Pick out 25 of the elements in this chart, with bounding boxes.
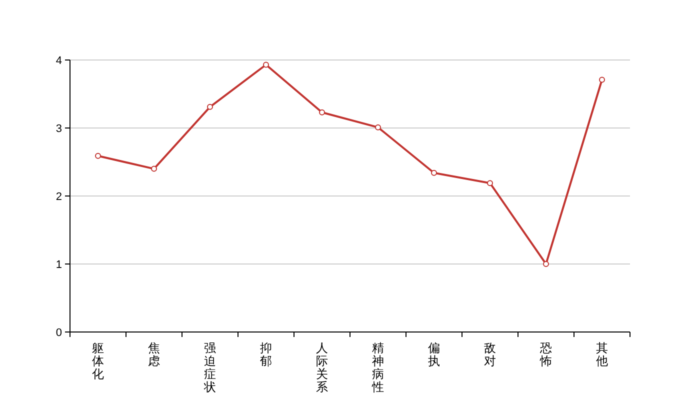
point [207,104,213,110]
point [95,152,101,159]
point [599,76,605,83]
point [431,170,437,176]
x-tick-label: 强迫症状 [203,341,216,394]
x-tick-label: 躯体化 [92,341,104,381]
point [319,109,325,116]
x-tick-label: 焦虑 [148,341,160,368]
y-tick-label: 2 [56,191,62,203]
x-tick-label: 抑郁 [260,341,272,368]
y-tick-label: 4 [56,55,62,67]
x-tick-label: 精神病性 [371,341,384,394]
x-tick-label: 敌对 [484,341,496,368]
x-tick-label: 人际关系 [316,341,328,394]
point [151,166,157,172]
y-tick-label: 3 [56,123,62,135]
point [543,261,549,267]
x-tick-label: 恐怖 [539,341,552,368]
y-tick-label: 0 [56,327,62,339]
point [375,124,381,130]
point [263,62,269,68]
x-tick-label: 其他 [596,341,608,368]
x-tick-label: 偏执 [428,341,440,368]
y-tick-label: 1 [56,259,62,271]
point [487,180,493,186]
